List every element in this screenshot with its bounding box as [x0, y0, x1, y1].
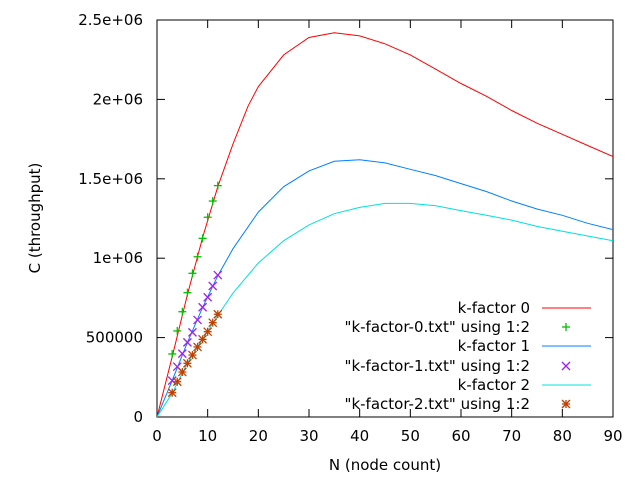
data-point-3 [208, 281, 218, 291]
plot-series [157, 32, 613, 417]
legend-label: k-factor 1 [458, 337, 530, 355]
legend-label: "k-factor-1.txt" using 1:2 [345, 357, 530, 375]
plot-frame [156, 19, 614, 418]
data-point-3 [188, 327, 197, 337]
x-tick-label: 20 [249, 427, 268, 445]
data-point-3 [182, 337, 192, 347]
data-point-3 [213, 270, 223, 280]
x-tick-label: 90 [603, 427, 622, 445]
data-point-5 [193, 342, 202, 352]
data-point-5 [188, 350, 197, 360]
x-tick-label: 70 [502, 427, 521, 445]
data-point-1 [208, 197, 217, 206]
legend: k-factor 0"k-factor-0.txt" using 1:2k-fa… [345, 299, 591, 413]
data-point-5 [172, 377, 182, 387]
legend-marker-swatch [561, 399, 571, 409]
x-tick-label: 50 [401, 427, 420, 445]
y-axis-label: C (throughput) [26, 163, 44, 274]
data-point-5 [203, 327, 213, 337]
data-point-1 [213, 181, 222, 190]
series-line-0 [157, 32, 613, 417]
y-tick-label: 0 [133, 408, 143, 426]
data-point-3 [177, 349, 187, 359]
data-point-5 [198, 334, 208, 344]
x-axis-label: N (node count) [329, 456, 441, 474]
y-tick-label: 1e+06 [93, 249, 143, 267]
legend-label: k-factor 0 [458, 299, 530, 317]
legend-label: "k-factor-0.txt" using 1:2 [345, 318, 530, 336]
data-point-3 [198, 302, 208, 312]
data-point-5 [182, 358, 192, 368]
series-line-2 [157, 159, 613, 417]
x-tick-label: 0 [152, 427, 162, 445]
data-point-1 [168, 349, 177, 358]
data-point-3 [193, 315, 202, 325]
data-point-3 [203, 292, 213, 302]
data-point-5 [177, 367, 187, 377]
y-tick-label: 500000 [86, 329, 143, 347]
y-tick-label: 1.5e+06 [78, 170, 143, 188]
data-point-1 [173, 326, 182, 335]
x-tick-label: 80 [553, 427, 572, 445]
data-point-1 [183, 288, 192, 297]
axes: 0 10 20 30 40 50 60 70 80 90 0 500000 1e+06 1.5e+06 2e… [78, 11, 622, 445]
data-point-1 [178, 307, 187, 316]
x-tick-label: 30 [299, 427, 318, 445]
legend-marker-swatch [561, 361, 571, 371]
legend-label: k-factor 2 [458, 376, 530, 394]
data-point-5 [213, 309, 223, 319]
data-point-1 [203, 213, 212, 222]
y-tick-label: 2e+06 [93, 90, 143, 108]
data-point-5 [167, 388, 177, 398]
x-tick-label: 40 [350, 427, 369, 445]
data-point-5 [208, 318, 218, 328]
legend-marker-swatch [562, 323, 570, 331]
data-point-1 [193, 252, 202, 261]
x-tick-label: 60 [451, 427, 470, 445]
y-tick-label: 2.5e+06 [78, 11, 143, 29]
legend-label: "k-factor-2.txt" using 1:2 [345, 395, 530, 413]
data-point-1 [198, 234, 207, 243]
x-tick-label: 10 [198, 427, 217, 445]
data-point-1 [188, 269, 197, 278]
